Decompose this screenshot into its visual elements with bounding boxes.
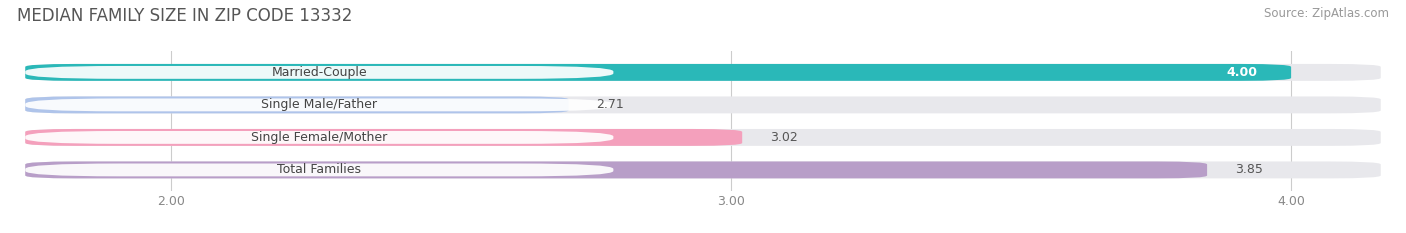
FancyBboxPatch shape <box>25 99 613 111</box>
FancyBboxPatch shape <box>25 161 1208 178</box>
Text: Source: ZipAtlas.com: Source: ZipAtlas.com <box>1264 7 1389 20</box>
Text: Single Female/Mother: Single Female/Mother <box>252 131 388 144</box>
FancyBboxPatch shape <box>25 96 568 113</box>
FancyBboxPatch shape <box>25 66 613 79</box>
Text: Married-Couple: Married-Couple <box>271 66 367 79</box>
FancyBboxPatch shape <box>25 96 1381 113</box>
FancyBboxPatch shape <box>25 161 1381 178</box>
Text: 4.00: 4.00 <box>1226 66 1257 79</box>
Text: 3.02: 3.02 <box>770 131 799 144</box>
Text: MEDIAN FAMILY SIZE IN ZIP CODE 13332: MEDIAN FAMILY SIZE IN ZIP CODE 13332 <box>17 7 353 25</box>
Text: 2.71: 2.71 <box>596 98 624 111</box>
FancyBboxPatch shape <box>25 64 1381 81</box>
FancyBboxPatch shape <box>25 129 742 146</box>
FancyBboxPatch shape <box>25 129 1381 146</box>
FancyBboxPatch shape <box>25 64 1291 81</box>
Text: 3.85: 3.85 <box>1234 163 1263 176</box>
Text: Single Male/Father: Single Male/Father <box>262 98 377 111</box>
FancyBboxPatch shape <box>25 131 613 144</box>
Text: Total Families: Total Families <box>277 163 361 176</box>
FancyBboxPatch shape <box>25 164 613 176</box>
